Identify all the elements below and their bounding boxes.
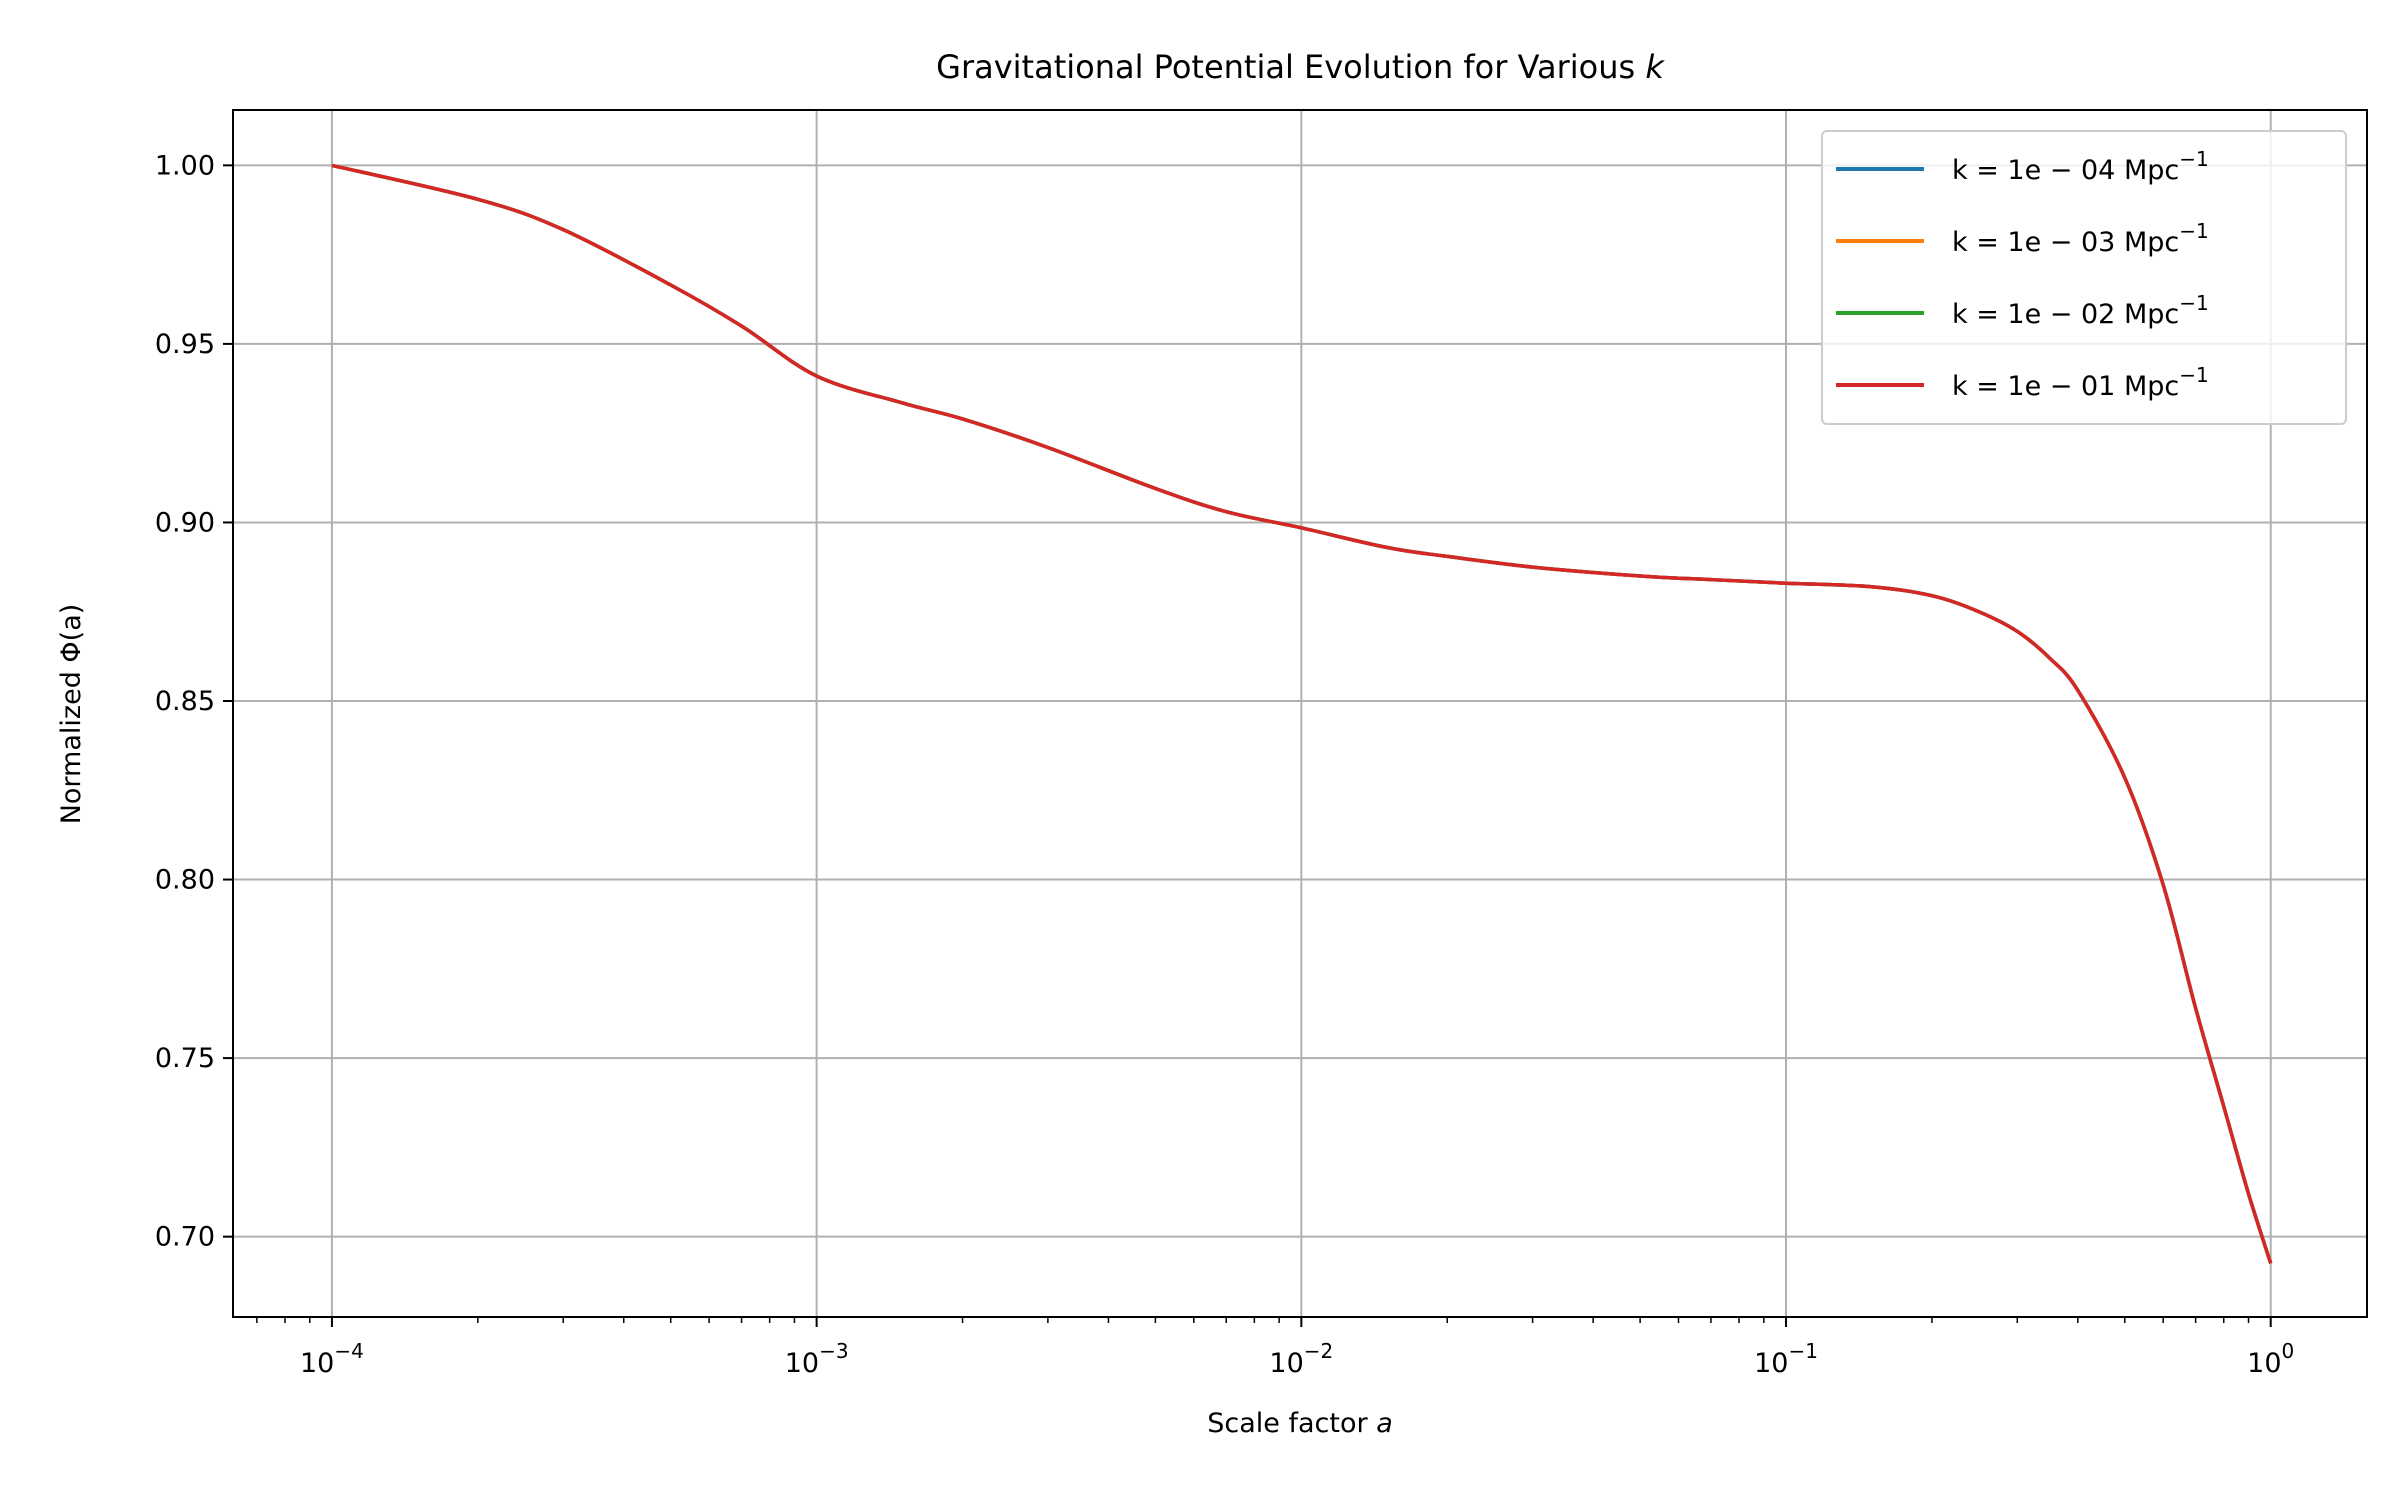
legend-label-text: k = 1e − 01 Mpc — [1952, 371, 2179, 402]
x-tick-exponent: 0 — [2282, 1339, 2295, 1363]
x-tick-label: 100 — [2247, 1339, 2294, 1379]
legend-label-4: k = 1e − 01 Mpc−1 — [1952, 363, 2209, 402]
x-tick-base: 10 — [785, 1348, 819, 1379]
x-tick-label: 10−2 — [1269, 1339, 1333, 1379]
legend-box — [1821, 130, 2347, 425]
legend-label-exponent: −1 — [2179, 291, 2208, 315]
x-axis-ticks: 10−4 10−3 10−2 10−1 100 — [256, 1317, 2294, 1379]
series-line-4 — [331, 163, 2273, 1264]
y-tick-label: 0.75 — [155, 1043, 215, 1074]
series-lines — [331, 163, 2273, 1264]
x-tick-exponent: −2 — [1304, 1339, 1333, 1363]
legend-label-exponent: −1 — [2179, 147, 2208, 171]
x-tick-label: 10−1 — [1754, 1339, 1818, 1379]
legend-label-exponent: −1 — [2179, 219, 2208, 243]
legend-label-1: k = 1e − 04 Mpc−1 — [1952, 147, 2209, 186]
y-tick-label: 0.95 — [155, 329, 215, 360]
y-axis-label: Normalized Φ(a) — [56, 604, 87, 825]
chart-title: Gravitational Potential Evolution for Va… — [936, 48, 1665, 86]
y-tick-label: 1.00 — [155, 150, 215, 181]
x-axis-label-text: Scale factor — [1207, 1408, 1376, 1439]
legend-label-exponent: −1 — [2179, 363, 2208, 387]
x-tick-exponent: −4 — [334, 1339, 363, 1363]
chart-title-text: Gravitational Potential Evolution for Va… — [936, 48, 1645, 86]
chart-title-italic: k — [1645, 48, 1665, 86]
legend-label-text: k = 1e − 02 Mpc — [1952, 299, 2179, 330]
y-tick-label: 0.90 — [155, 507, 215, 538]
x-tick-base: 10 — [300, 1348, 334, 1379]
y-tick-label: 0.85 — [155, 686, 215, 717]
legend: k = 1e − 04 Mpc−1k = 1e − 03 Mpc−1k = 1e… — [1821, 130, 2347, 425]
x-tick-base: 10 — [2247, 1348, 2281, 1379]
x-tick-base: 10 — [1754, 1348, 1788, 1379]
y-axis-ticks: 0.70 0.75 0.80 0.85 0.90 0.95 1.00 — [155, 150, 233, 1253]
x-axis-label-italic: a — [1376, 1408, 1393, 1439]
x-tick-exponent: −1 — [1788, 1339, 1817, 1363]
x-tick-base: 10 — [1269, 1348, 1303, 1379]
legend-label-2: k = 1e − 03 Mpc−1 — [1952, 219, 2209, 258]
x-tick-exponent: −3 — [819, 1339, 848, 1363]
plot-frame — [232, 109, 2368, 1318]
legend-label-text: k = 1e − 03 Mpc — [1952, 227, 2179, 258]
legend-label-text: k = 1e − 04 Mpc — [1952, 155, 2179, 186]
legend-label-3: k = 1e − 02 Mpc−1 — [1952, 291, 2209, 330]
x-tick-label: 10−3 — [785, 1339, 849, 1379]
x-axis-label: Scale factor a — [1207, 1408, 1392, 1439]
y-tick-label: 0.80 — [155, 865, 215, 896]
x-tick-label: 10−4 — [300, 1339, 364, 1379]
y-tick-label: 0.70 — [155, 1222, 215, 1253]
